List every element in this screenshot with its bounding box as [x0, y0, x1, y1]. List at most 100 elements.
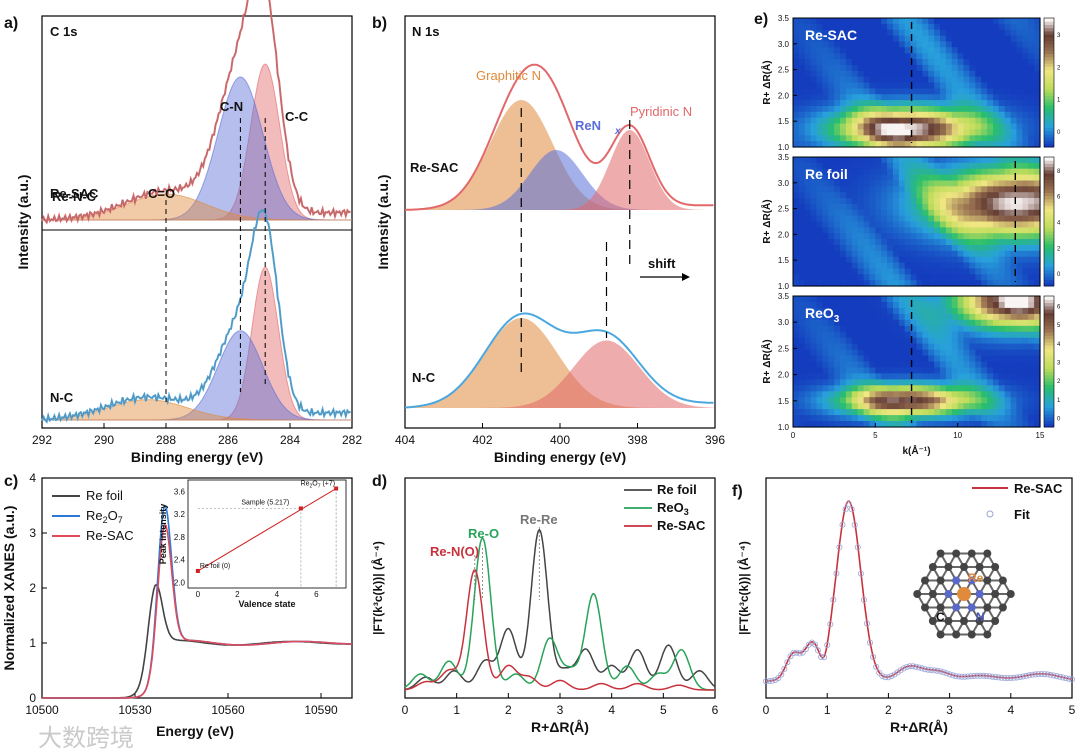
panel-e-colorbar-cell: [1044, 364, 1054, 369]
panel-e-heat-cell: [804, 391, 812, 398]
panel-e-heat-cell: [1028, 47, 1035, 54]
panel-d-series-line: [404, 569, 715, 691]
panel-e-heat-cell: [1028, 192, 1035, 199]
panel-e-heat-cell: [898, 221, 906, 228]
panel-e-colorbar-cell: [1044, 237, 1054, 242]
panel-e-heat-cell: [851, 162, 859, 170]
panel-e-heat-cell: [834, 162, 841, 170]
panel-e-heat-cell: [863, 349, 871, 357]
panel-e-heat-cell: [928, 29, 935, 37]
panel-e-heat-cell: [945, 141, 953, 148]
panel-e-heat-cell: [875, 349, 882, 357]
panel-e-heat-cell: [940, 47, 947, 54]
panel-e-heat-cell: [922, 268, 929, 275]
panel-e-colorbar-frame: [1043, 156, 1055, 287]
panel-e-heat-cell: [869, 415, 876, 422]
panel-e-heat-cell: [928, 325, 935, 333]
panel-e-heat-cell: [875, 111, 882, 119]
panel-e-heat-cell: [1028, 88, 1035, 95]
panel-e-heat-cell: [940, 415, 947, 422]
panel-e-heat-cell: [981, 307, 988, 315]
panel-e-heat-cell: [993, 135, 1000, 142]
panel-c-inset-xtick: 6: [314, 590, 319, 599]
panel-e-heat-cell: [798, 203, 806, 211]
panel-e-heat-cell: [1016, 245, 1023, 252]
panel-e-heat-cell: [822, 209, 829, 217]
panel-f-c-atom: [936, 603, 945, 612]
panel-e-heat-cell: [1022, 313, 1029, 321]
panel-e-heat-cell: [940, 135, 947, 142]
panel-e-heat-cell: [816, 385, 823, 392]
panel-e-heat-cell: [998, 70, 1006, 78]
panel-f-fit-point: [965, 673, 972, 680]
panel-e-heat-cell: [916, 162, 923, 170]
panel-e-heat-cell: [1004, 391, 1012, 398]
panel-e-heat-cell: [875, 94, 882, 101]
panel-e-heat-cell: [857, 307, 865, 315]
panel-e-heat-cell: [934, 174, 941, 182]
panel-e-heat-cell: [1004, 343, 1012, 351]
panel-d-xtick-label: 1: [453, 703, 460, 717]
panel-e-heat-cell: [940, 117, 947, 125]
panel-e-heat-cell: [934, 117, 941, 125]
panel-e-heat-cell: [1034, 385, 1041, 392]
panel-e-heat-cell: [957, 367, 965, 375]
panel-e-heat-cell: [810, 337, 818, 345]
panel-e-heat-cell: [1028, 64, 1035, 72]
panel-e-heat-cell: [934, 123, 941, 130]
panel-e-heat-cell: [816, 409, 823, 416]
panel-e-heat-cell: [798, 129, 806, 136]
panel-e-heat-cell: [845, 180, 853, 187]
panel-e-heat-cell: [993, 198, 1000, 205]
panel-e-colorbar-cell: [1044, 47, 1054, 51]
panel-e-heat-cell: [1010, 123, 1018, 130]
panel-e-heat-cell: [810, 35, 818, 43]
panel-e-heat-cell: [793, 319, 800, 327]
panel-e-heat-cell: [975, 198, 982, 205]
panel-e-heat-cell: [951, 168, 959, 176]
panel-e-heat-cell: [893, 18, 900, 25]
panel-e-heat-cell: [1034, 106, 1041, 113]
panel-e-heat-cell: [981, 198, 988, 205]
panel-e-heat-cell: [1010, 168, 1018, 176]
panel-e-heat-cell: [993, 141, 1000, 148]
panel-e-heat-cell: [945, 174, 953, 182]
panel-e-heat-cell: [1034, 180, 1041, 187]
panel-e-heat-cell: [804, 268, 812, 275]
panel-e-heat-cell: [857, 180, 865, 187]
panel-e-heat-cell: [822, 331, 829, 339]
panel-f-fit-point: [906, 663, 913, 670]
panel-e-heat-cell: [957, 94, 965, 101]
panel-e-heat-cell: [975, 106, 982, 113]
panel-e-heat-cell: [957, 203, 965, 211]
panel-e-heat-cell: [969, 174, 976, 182]
panel-e-heat-cell: [975, 250, 982, 258]
panel-e-heat-cell: [975, 35, 982, 43]
panel-a-frame: [41, 15, 353, 429]
panel-e-heat-cell: [816, 296, 823, 303]
panel-e-colorbar-cell: [1044, 318, 1054, 323]
panel-e-heat-cell: [981, 221, 988, 228]
panel-e-heat-cell: [828, 379, 835, 386]
panel-e-heat-cell: [810, 385, 818, 392]
panel-e-heat-cell: [816, 274, 823, 281]
panel-b-sample-resac: Re-SAC: [410, 160, 459, 175]
panel-e-heat-cell: [928, 23, 935, 31]
panel-e-heat-cell: [1016, 198, 1023, 205]
panel-e-heat-cell: [910, 239, 918, 246]
panel-e-heat-cell: [822, 117, 829, 125]
panel-e-colorbar-cell: [1044, 186, 1054, 190]
panel-e-heat-cell: [987, 94, 994, 101]
panel-e-heat-cell: [881, 325, 888, 333]
panel-e-heat-cell: [828, 233, 835, 240]
panel-e-colorbar-cell: [1044, 208, 1054, 213]
panel-e-heat-cell: [816, 180, 823, 187]
panel-e-heat-cell: [934, 274, 941, 281]
panel-b-annot-renx: ReN: [575, 118, 601, 133]
panel-e-heat-cell: [1004, 41, 1012, 48]
panel-e-heat-cell: [869, 192, 876, 199]
panel-e-heat-cell: [957, 162, 965, 170]
panel-e-heat-cell: [869, 209, 876, 217]
panel-e-heat-cell: [834, 355, 841, 363]
panel-e-heat-cell: [957, 129, 965, 136]
